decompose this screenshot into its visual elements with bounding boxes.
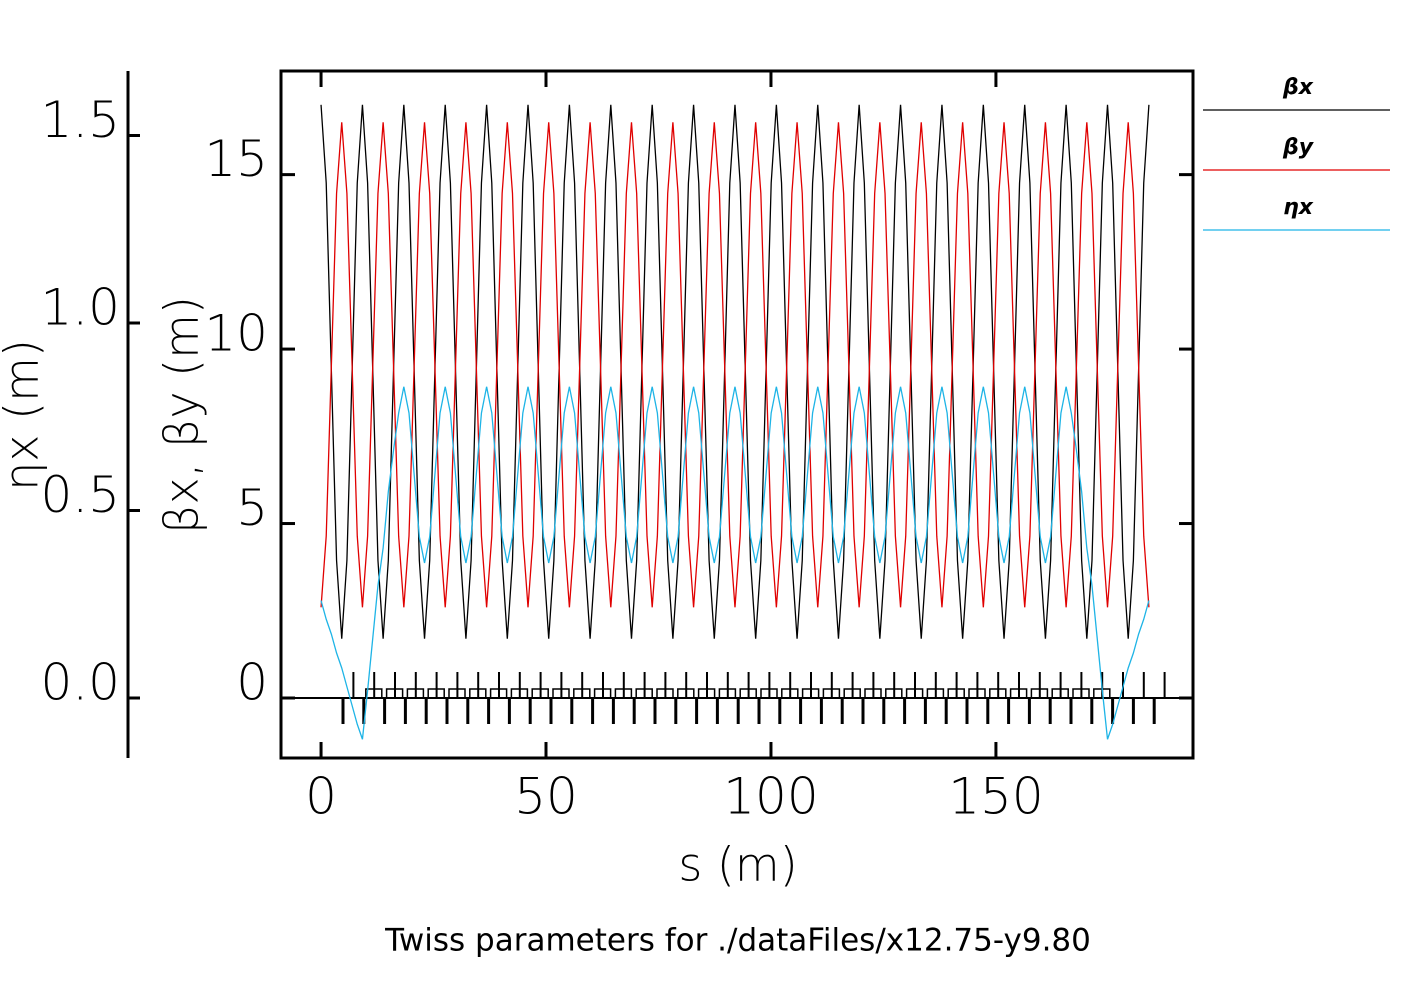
legend-label: ηx: [1283, 195, 1314, 220]
y2-tick-label: 1.5: [40, 91, 120, 149]
lattice-dipole: [489, 688, 508, 699]
legend-label: βy: [1282, 135, 1315, 160]
series-line: [320, 122, 1150, 608]
lattice-dipole: [822, 688, 841, 699]
lattice-dipole: [531, 688, 549, 699]
lattice-dipole: [656, 688, 674, 699]
lattice-dipole: [635, 688, 653, 699]
lattice-dipole: [864, 688, 882, 699]
lattice-dipole: [469, 688, 487, 699]
x-tick-label: 0: [305, 768, 337, 826]
y2-tick-label: 0.0: [40, 654, 120, 712]
y-tick-label: 5: [236, 479, 268, 537]
lattice-dipole: [614, 688, 633, 699]
lattice-dipole: [552, 688, 570, 699]
lattice-dipole: [1030, 688, 1049, 699]
lattice-dipole: [406, 688, 425, 699]
lattice-dipole: [1072, 688, 1090, 699]
lattice-dipole: [1051, 688, 1069, 699]
lattice-dipole: [510, 688, 529, 699]
lattice-dipole: [801, 688, 820, 699]
lattice-dipole: [593, 688, 612, 699]
lattice-dipole: [739, 688, 757, 699]
lattice-dipole: [989, 688, 1007, 699]
lattice-dipole: [365, 688, 383, 699]
y-tick-label: 10: [204, 305, 268, 363]
series-line: [320, 386, 1150, 740]
legend-label: βx: [1282, 75, 1314, 100]
lattice-dipole: [905, 688, 924, 699]
lattice-dipole: [885, 688, 903, 699]
lattice-dipole: [968, 688, 986, 699]
x-tick-label: 50: [514, 768, 578, 826]
lattice-dipole: [448, 688, 466, 699]
lattice-dipole: [718, 688, 737, 699]
y2-axis-label: ηx (m): [0, 339, 49, 491]
plot-frame: [279, 69, 1195, 760]
lattice-dipole: [385, 688, 404, 699]
lattice-dipole: [677, 688, 695, 699]
lattice-dipole: [947, 688, 965, 699]
x-tick-label: 150: [948, 768, 1043, 826]
lattice-dipole: [1009, 688, 1028, 699]
lattice-dipole: [843, 688, 861, 699]
y2-tick-label: 1.0: [40, 279, 120, 337]
x-axis-label: s (m): [678, 838, 797, 892]
lattice-dipole: [427, 688, 445, 699]
chart-title: Twiss parameters for ./dataFiles/x12.75-…: [384, 923, 1091, 959]
y-axis-label: βx, βy (m): [155, 296, 209, 534]
lattice-dipole: [926, 688, 945, 699]
y-tick-label: 0: [236, 653, 268, 711]
lattice-dipole: [760, 688, 778, 699]
lattice-dipole: [697, 688, 716, 699]
series-line: [320, 104, 1150, 639]
x-tick-label: 100: [723, 768, 818, 826]
y2-tick-label: 0.5: [40, 466, 120, 524]
lattice-dipole: [573, 688, 591, 699]
y-tick-label: 15: [204, 130, 268, 188]
lattice-dipole: [781, 688, 799, 699]
